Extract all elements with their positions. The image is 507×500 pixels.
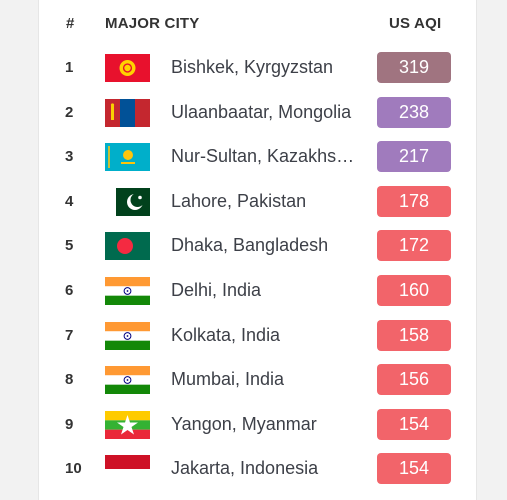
- mongolia-flag-icon: [105, 98, 150, 127]
- city-name[interactable]: Nur-Sultan, Kazakhst…: [171, 146, 356, 167]
- rank-number: 4: [65, 192, 74, 210]
- city-name[interactable]: Lahore, Pakistan: [171, 190, 307, 211]
- kyrgyzstan-flag-icon: [105, 54, 150, 82]
- table-row[interactable]: 5 Dhaka, Bangladesh 172: [39, 224, 476, 269]
- rank-number: 1: [65, 59, 74, 76]
- myanmar-flag-icon: [105, 410, 150, 439]
- aqi-badge: 160: [377, 274, 451, 306]
- india-flag-icon: [105, 366, 150, 395]
- aqi-ranking-card: # MAJOR CITY US AQI 1 Bishkek, Kyrgyzsta…: [38, 0, 477, 500]
- city-name[interactable]: Mumbai, India: [171, 369, 285, 390]
- pakistan-flag-icon: [116, 187, 150, 216]
- table-row[interactable]: 9 Yangon, Myanmar 154: [39, 403, 476, 448]
- city-name[interactable]: Jakarta, Indonesia: [171, 458, 319, 479]
- aqi-badge: 172: [377, 230, 451, 262]
- table-row[interactable]: 7 Kolkata, India 158: [39, 314, 476, 359]
- city-name[interactable]: Kolkata, India: [171, 324, 281, 345]
- aqi-column-header: US AQI: [389, 15, 442, 32]
- aqi-badge: 178: [377, 185, 451, 217]
- aqi-badge: 154: [377, 408, 451, 440]
- aqi-badge: 319: [377, 52, 451, 83]
- city-column-header: MAJOR CITY: [105, 15, 200, 32]
- aqi-badge: 154: [377, 453, 451, 485]
- rank-number: 10: [65, 460, 82, 478]
- rank-number: 3: [65, 148, 74, 166]
- rank-number: 5: [65, 237, 74, 255]
- rank-number: 8: [65, 371, 74, 389]
- city-name[interactable]: Ulaanbaatar, Mongolia: [171, 101, 352, 122]
- ranking-list: 1 Bishkek, Kyrgyzstan 319 2: [39, 46, 476, 492]
- bangladesh-flag-icon: [105, 232, 150, 261]
- indonesia-flag-icon: [105, 455, 150, 484]
- rank-number: 6: [65, 281, 74, 299]
- table-row[interactable]: 4 Lahore, Pakistan 178: [39, 180, 476, 225]
- city-name[interactable]: Dhaka, Bangladesh: [171, 235, 329, 256]
- rank-column-header: #: [66, 15, 75, 32]
- table-row[interactable]: 8 Mumbai, India 156: [39, 358, 476, 403]
- city-name[interactable]: Yangon, Myanmar: [171, 413, 317, 434]
- table-row[interactable]: 1 Bishkek, Kyrgyzstan 319: [39, 46, 476, 91]
- aqi-badge: 238: [377, 96, 451, 128]
- rank-number: 7: [65, 326, 74, 344]
- rank-number: 2: [65, 103, 74, 121]
- table-header: # MAJOR CITY US AQI: [39, 0, 476, 46]
- kazakhstan-flag-icon: [105, 143, 150, 172]
- table-row[interactable]: 10 Jakarta, Indonesia 154: [39, 447, 476, 492]
- aqi-badge: 217: [377, 141, 451, 173]
- india-flag-icon: [105, 276, 150, 305]
- city-name[interactable]: Bishkek, Kyrgyzstan: [171, 57, 334, 77]
- rank-number: 9: [65, 415, 74, 433]
- india-flag-icon: [105, 321, 150, 350]
- table-row[interactable]: 3 Nur-Sultan, Kazakhst… 217: [39, 135, 476, 180]
- table-row[interactable]: 6 Delhi, India 160: [39, 269, 476, 314]
- aqi-badge: 156: [377, 364, 451, 396]
- aqi-badge: 158: [377, 319, 451, 351]
- table-row[interactable]: 2 Ulaanbaatar, Mongolia 238: [39, 91, 476, 136]
- city-name[interactable]: Delhi, India: [171, 279, 262, 300]
